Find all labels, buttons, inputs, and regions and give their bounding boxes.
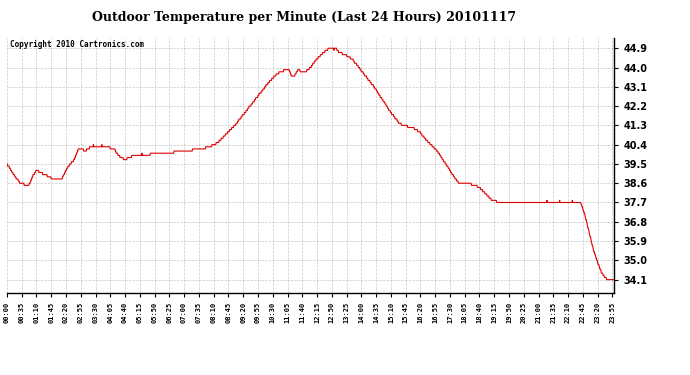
Text: Copyright 2010 Cartronics.com: Copyright 2010 Cartronics.com <box>10 40 144 49</box>
Text: Outdoor Temperature per Minute (Last 24 Hours) 20101117: Outdoor Temperature per Minute (Last 24 … <box>92 11 515 24</box>
